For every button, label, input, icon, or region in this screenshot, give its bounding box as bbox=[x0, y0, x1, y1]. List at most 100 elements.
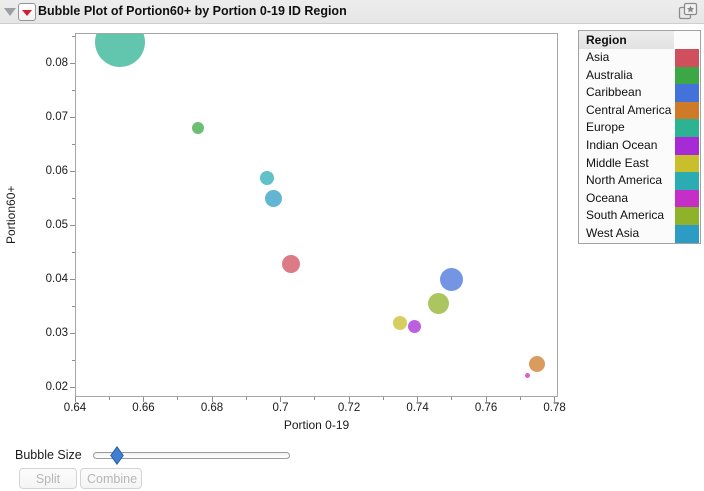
region-legend: Region Asia Australia Caribbean Central Ame… bbox=[578, 30, 701, 244]
bubble-size-slider-track[interactable] bbox=[93, 452, 290, 459]
x-tick-label: 0.64 bbox=[63, 402, 87, 414]
y-tick-label: 0.06 bbox=[45, 164, 68, 177]
legend-row[interactable]: Oceana bbox=[579, 189, 700, 208]
legend-item-label: Caribbean bbox=[586, 85, 642, 100]
bubble-south-america[interactable] bbox=[427, 293, 449, 315]
x-major-tick bbox=[554, 397, 556, 402]
y-minor-tick bbox=[72, 36, 75, 38]
x-tick-label: 0.72 bbox=[337, 402, 361, 414]
bubble-west-asia[interactable] bbox=[265, 190, 283, 208]
legend-color-swatch bbox=[675, 101, 699, 120]
y-minor-tick bbox=[72, 144, 75, 146]
x-major-tick bbox=[211, 397, 213, 402]
y-major-tick bbox=[70, 387, 75, 389]
bubble-australia[interactable] bbox=[192, 121, 205, 134]
bubble-europe[interactable] bbox=[94, 34, 145, 68]
plot-area[interactable] bbox=[75, 33, 558, 397]
x-major-tick bbox=[485, 397, 487, 402]
legend-row[interactable]: Australia bbox=[579, 66, 700, 85]
y-major-tick bbox=[70, 171, 75, 173]
y-minor-tick bbox=[72, 198, 75, 200]
x-major-tick bbox=[417, 397, 419, 402]
legend-row[interactable]: Caribbean bbox=[579, 84, 700, 103]
legend-item-label: North America bbox=[586, 173, 663, 188]
x-tick-label: 0.78 bbox=[543, 402, 566, 414]
y-minor-tick bbox=[72, 306, 75, 308]
x-minor-tick bbox=[314, 397, 316, 400]
legend-item-label: Australia bbox=[586, 67, 633, 82]
x-major-tick bbox=[348, 397, 350, 402]
x-minor-tick bbox=[245, 397, 247, 400]
legend-row[interactable]: Central America bbox=[579, 101, 700, 120]
split-button[interactable]: Split bbox=[19, 468, 77, 489]
x-tick-label: 0.66 bbox=[132, 402, 155, 414]
legend-color-swatch bbox=[675, 225, 699, 243]
legend-color-swatch bbox=[675, 172, 699, 191]
x-tick-label: 0.76 bbox=[474, 402, 498, 414]
red-triangle-icon bbox=[22, 10, 32, 16]
y-major-tick bbox=[70, 117, 75, 119]
bubble-north-america[interactable] bbox=[259, 171, 274, 186]
y-major-tick bbox=[70, 225, 75, 227]
x-tick-label: 0.7 bbox=[272, 402, 289, 414]
legend-color-swatch bbox=[675, 84, 699, 103]
bubble-asia[interactable] bbox=[281, 255, 300, 274]
legend-item-label: West Asia bbox=[586, 226, 640, 240]
window-title: Bubble Plot of Portion60+ by Portion 0-1… bbox=[38, 4, 347, 18]
legend-color-swatch bbox=[675, 137, 699, 155]
y-major-tick bbox=[70, 333, 75, 335]
legend-color-swatch bbox=[675, 207, 699, 226]
bubble-size-label: Bubble Size bbox=[15, 448, 82, 462]
bubble-indian-ocean[interactable] bbox=[407, 320, 421, 334]
new-window-icon[interactable] bbox=[678, 2, 698, 21]
bubble-caribbean[interactable] bbox=[440, 268, 464, 292]
legend-color-swatch bbox=[675, 189, 699, 208]
legend-item-label: Europe bbox=[586, 120, 625, 135]
title-bar: Bubble Plot of Portion60+ by Portion 0-1… bbox=[0, 0, 704, 24]
combine-button[interactable]: Combine bbox=[80, 468, 142, 489]
y-minor-tick bbox=[72, 252, 75, 254]
bubble-size-slider-thumb[interactable] bbox=[109, 446, 124, 465]
legend-row[interactable]: Asia bbox=[579, 49, 700, 67]
bubble-middle-east[interactable] bbox=[393, 316, 408, 330]
x-minor-tick bbox=[382, 397, 384, 400]
x-minor-tick bbox=[177, 397, 179, 400]
legend-header: Region bbox=[579, 31, 674, 49]
y-tick-label: 0.07 bbox=[45, 110, 68, 123]
legend-item-label: Central America bbox=[586, 102, 672, 117]
y-axis-title: Portion60+ bbox=[4, 185, 18, 245]
y-minor-tick bbox=[72, 360, 75, 362]
y-tick-label: 0.08 bbox=[45, 56, 68, 69]
y-major-tick bbox=[70, 63, 75, 65]
x-tick-label: 0.74 bbox=[406, 402, 429, 414]
x-minor-tick bbox=[451, 397, 453, 400]
y-minor-tick bbox=[72, 90, 75, 92]
bubble-central-america[interactable] bbox=[529, 355, 546, 372]
legend-color-swatch bbox=[675, 66, 699, 85]
disclosure-triangle-icon[interactable] bbox=[4, 8, 16, 16]
y-tick-label: 0.04 bbox=[45, 272, 68, 285]
legend-color-swatch bbox=[675, 154, 699, 173]
legend-row[interactable]: Europe bbox=[579, 119, 700, 138]
legend-item-label: Asia bbox=[586, 50, 610, 64]
legend-row[interactable]: Indian Ocean bbox=[579, 137, 700, 155]
y-tick-label: 0.02 bbox=[45, 380, 68, 393]
legend-item-label: Indian Ocean bbox=[586, 138, 658, 152]
x-minor-tick bbox=[108, 397, 110, 400]
x-minor-tick bbox=[519, 397, 521, 400]
legend-color-swatch bbox=[675, 49, 699, 67]
y-tick-label: 0.05 bbox=[45, 218, 68, 231]
red-triangle-menu-button[interactable] bbox=[18, 3, 36, 21]
legend-row[interactable]: West Asia bbox=[579, 225, 700, 243]
y-tick-label: 0.03 bbox=[45, 326, 68, 339]
legend-row[interactable]: South America bbox=[579, 207, 700, 226]
x-major-tick bbox=[280, 397, 282, 402]
x-axis-title: Portion 0-19 bbox=[283, 418, 350, 432]
x-major-tick bbox=[143, 397, 144, 402]
y-major-tick bbox=[70, 279, 75, 281]
legend-row[interactable]: Middle East bbox=[579, 154, 700, 173]
legend-item-label: Oceana bbox=[586, 190, 629, 205]
legend-row[interactable]: North America bbox=[579, 172, 700, 191]
legend-color-swatch bbox=[675, 119, 699, 138]
bubble-oceana[interactable] bbox=[524, 372, 530, 378]
